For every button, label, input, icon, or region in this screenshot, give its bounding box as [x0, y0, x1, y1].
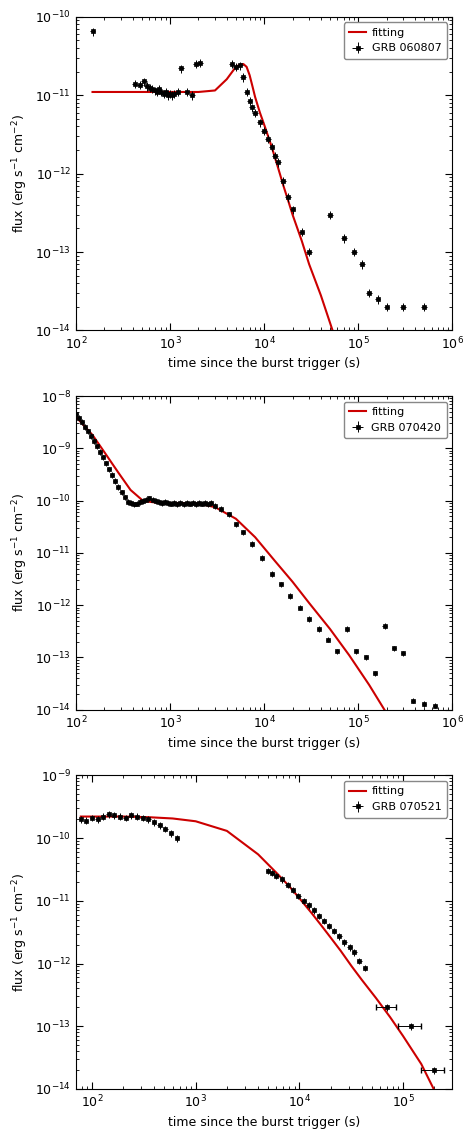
fitting [78, 810, 83, 823]
fitting [90, 85, 95, 99]
fitting [165, 497, 171, 510]
fitting [384, 489, 390, 502]
fitting [372, 457, 378, 470]
X-axis label: time since the burst trigger (s): time since the burst trigger (s) [168, 358, 360, 370]
fitting [237, 58, 243, 72]
fitting [272, 150, 278, 164]
fitting [285, 194, 291, 207]
fitting [436, 1092, 441, 1106]
fitting [346, 648, 352, 662]
Line: fitting: fitting [92, 64, 443, 686]
fitting [196, 85, 201, 99]
fitting [400, 1030, 406, 1043]
fitting [366, 678, 372, 691]
fitting [407, 746, 412, 760]
fitting [140, 494, 146, 508]
fitting [224, 73, 229, 87]
fitting [327, 622, 333, 636]
fitting [297, 892, 302, 906]
fitting [306, 257, 312, 271]
fitting [128, 483, 133, 497]
fitting [286, 879, 292, 893]
fitting [290, 207, 295, 221]
fitting [97, 810, 103, 823]
fitting [338, 944, 344, 958]
fitting [90, 428, 95, 442]
fitting [250, 80, 255, 93]
fitting [146, 810, 151, 823]
fitting [265, 130, 271, 144]
fitting [290, 575, 295, 589]
fitting [73, 410, 79, 424]
fitting [252, 531, 258, 544]
fitting [212, 83, 218, 97]
fitting [335, 338, 340, 352]
fitting [373, 991, 379, 1005]
Legend: fitting, GRB 070420: fitting, GRB 070420 [344, 402, 447, 439]
fitting [118, 85, 124, 99]
fitting [440, 679, 446, 693]
fitting [247, 68, 253, 82]
fitting [421, 600, 427, 614]
fitting [196, 497, 201, 510]
fitting [318, 918, 323, 932]
fitting [153, 495, 158, 509]
fitting [306, 596, 312, 609]
fitting [281, 179, 286, 192]
fitting [275, 161, 281, 174]
fitting [244, 60, 249, 74]
fitting [193, 814, 199, 828]
fitting [175, 85, 181, 99]
fitting [224, 823, 230, 837]
Y-axis label: flux (erg s$^{-1}$ cm$^{-2}$): flux (erg s$^{-1}$ cm$^{-2}$) [10, 493, 29, 613]
fitting [240, 57, 246, 71]
fitting [359, 973, 365, 986]
fitting [346, 378, 352, 392]
fitting [356, 410, 361, 424]
fitting [170, 812, 175, 826]
Legend: fitting, GRB 070521: fitting, GRB 070521 [344, 781, 447, 818]
fitting [212, 500, 218, 514]
fitting [233, 60, 239, 74]
fitting [257, 106, 263, 120]
fitting [101, 445, 107, 459]
fitting [146, 85, 152, 99]
Y-axis label: flux (erg s$^{-1}$ cm$^{-2}$): flux (erg s$^{-1}$ cm$^{-2}$) [10, 114, 29, 233]
fitting [387, 1010, 393, 1024]
Line: fitting: fitting [81, 817, 438, 1099]
Y-axis label: flux (erg s$^{-1}$ cm$^{-2}$): flux (erg s$^{-1}$ cm$^{-2}$) [10, 872, 29, 992]
fitting [328, 931, 333, 944]
fitting [252, 90, 258, 104]
fitting [308, 906, 314, 919]
fitting [318, 288, 324, 302]
X-axis label: time since the burst trigger (s): time since the burst trigger (s) [168, 1116, 360, 1129]
fitting [401, 535, 406, 549]
fitting [233, 511, 239, 525]
fitting [419, 1057, 424, 1071]
X-axis label: time since the burst trigger (s): time since the burst trigger (s) [168, 737, 360, 749]
fitting [349, 959, 355, 973]
fitting [269, 140, 274, 154]
fitting [255, 847, 261, 861]
Line: fitting: fitting [76, 417, 432, 789]
fitting [120, 810, 126, 823]
fitting [272, 555, 278, 568]
fitting [429, 782, 435, 796]
Legend: fitting, GRB 060807: fitting, GRB 060807 [344, 23, 447, 59]
fitting [115, 466, 121, 480]
fitting [178, 497, 183, 510]
fitting [299, 233, 304, 247]
fitting [384, 706, 390, 720]
fitting [273, 866, 279, 879]
fitting [261, 118, 267, 132]
